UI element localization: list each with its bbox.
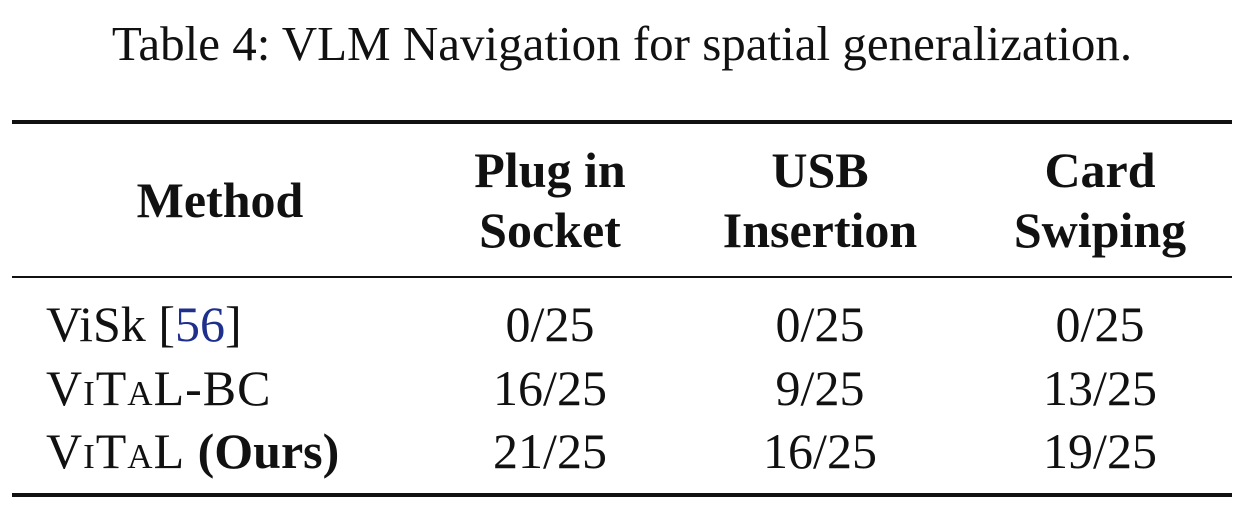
plug-in-socket-cell: 16/25 [493,360,607,416]
header-card-swiping: Card Swiping [1013,142,1187,258]
method-cell: ViTaL-BC [46,360,272,416]
plug-in-socket-cell: 21/25 [493,423,607,479]
table-bottom-rule [12,493,1232,497]
citation-link[interactable]: 56 [174,296,225,352]
usb-insertion-cell: 16/25 [763,423,877,479]
table-header-rule [12,276,1232,278]
table-row: ViTaL (Ours) 21/25 16/25 19/25 [0,419,1244,483]
card-swiping-cell: 0/25 [1055,296,1145,352]
usb-insertion-cell: 0/25 [775,296,865,352]
method-cell: ViTaL (Ours) [46,423,340,479]
header-plug-in-socket: Plug in Socket [474,142,626,258]
header-usb-insertion: USB Insertion [722,142,918,258]
plug-in-socket-cell: 0/25 [505,296,595,352]
usb-insertion-cell: 9/25 [775,360,865,416]
table-row: ViTaL-BC 16/25 9/25 13/25 [0,356,1244,420]
table-row: ViSk [56] 0/25 0/25 0/25 [0,292,1244,356]
table-top-rule [12,120,1232,124]
method-cell: ViSk [56] [46,296,242,352]
card-swiping-cell: 13/25 [1043,360,1157,416]
table-caption: Table 4: VLM Navigation for spatial gene… [111,16,1133,71]
card-swiping-cell: 19/25 [1043,423,1157,479]
header-method: Method [136,172,304,228]
